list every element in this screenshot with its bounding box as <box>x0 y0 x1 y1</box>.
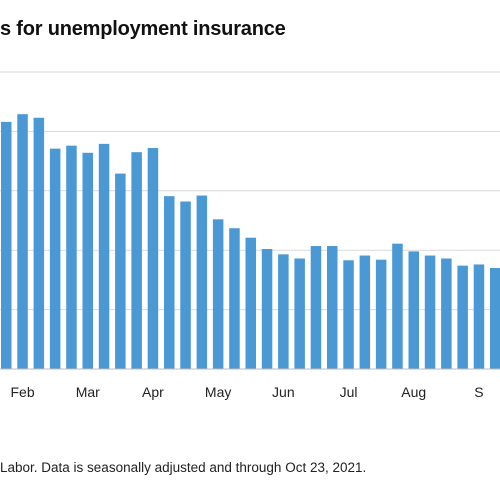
x-tick-label-3: May <box>205 384 231 400</box>
x-tick-label-6: Aug <box>401 384 426 400</box>
bar <box>359 255 371 369</box>
bar <box>294 258 305 369</box>
x-tick-label-5: Jul <box>340 384 358 400</box>
bar <box>17 114 28 369</box>
x-tick-label-1: Mar <box>76 384 100 400</box>
bar <box>196 195 208 369</box>
bar <box>343 260 354 369</box>
bar <box>408 251 419 369</box>
bar <box>33 117 45 369</box>
bar <box>473 264 485 369</box>
bar <box>147 148 159 369</box>
bars <box>1 114 500 369</box>
bar <box>310 246 322 369</box>
chart-title: s for unemployment insurance <box>0 18 286 40</box>
bar-chart: Feb Mar Apr May Jun Jul Aug S <box>0 71 500 400</box>
bar <box>164 196 175 369</box>
bar <box>1 121 12 369</box>
x-tick-label-4: Jun <box>272 384 295 400</box>
bar <box>131 152 142 369</box>
bar <box>490 268 500 369</box>
bar <box>98 143 110 369</box>
x-tick-label-7: S <box>474 384 483 400</box>
bar <box>49 148 61 369</box>
bar <box>457 265 468 369</box>
x-tick-label-2: Apr <box>142 384 164 400</box>
bar <box>66 145 77 369</box>
bar <box>115 173 126 369</box>
bar <box>375 259 387 369</box>
x-tick-label-0: Feb <box>10 384 34 400</box>
bar <box>261 249 273 369</box>
bar <box>82 152 93 369</box>
bar <box>327 246 338 369</box>
bar <box>180 201 191 369</box>
bar <box>245 237 256 369</box>
x-axis-ticks: Feb Mar Apr May Jun Jul Aug S <box>10 384 483 400</box>
bar <box>424 255 436 369</box>
bar <box>441 258 452 369</box>
bar <box>212 219 224 369</box>
bar <box>392 243 403 369</box>
bar <box>229 228 240 369</box>
bar <box>278 254 289 369</box>
source-note: Labor. Data is seasonally adjusted and t… <box>0 460 367 475</box>
